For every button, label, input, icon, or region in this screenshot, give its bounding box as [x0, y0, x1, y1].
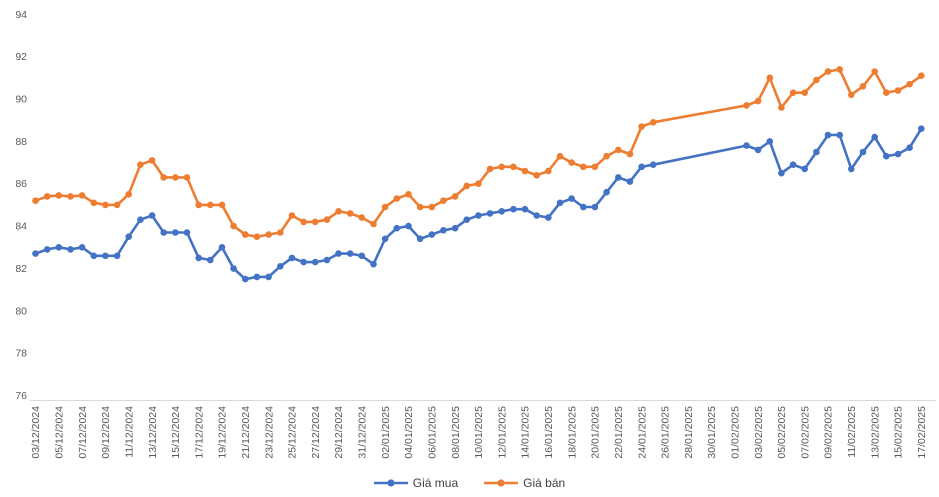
svg-text:25/12/2024: 25/12/2024 — [287, 406, 299, 459]
svg-text:90: 90 — [15, 94, 27, 106]
svg-text:88: 88 — [15, 136, 27, 148]
svg-text:06/01/2025: 06/01/2025 — [426, 406, 438, 459]
gia-ban-line-marker-icon — [484, 479, 519, 487]
svg-text:86: 86 — [15, 178, 27, 190]
gia-mua-line-marker-icon — [373, 479, 408, 487]
svg-text:18/01/2025: 18/01/2025 — [566, 406, 578, 459]
svg-text:19/12/2024: 19/12/2024 — [217, 406, 229, 459]
svg-text:30/01/2025: 30/01/2025 — [706, 406, 718, 459]
svg-text:92: 92 — [15, 51, 27, 63]
legend-label-gia-mua: Giá mua — [412, 476, 459, 490]
svg-text:09/12/2024: 09/12/2024 — [100, 406, 112, 459]
svg-text:02/01/2025: 02/01/2025 — [380, 406, 392, 459]
svg-text:80: 80 — [15, 305, 27, 317]
svg-text:27/12/2024: 27/12/2024 — [310, 406, 322, 459]
svg-text:03/12/2024: 03/12/2024 — [30, 406, 42, 459]
svg-text:17/12/2024: 17/12/2024 — [193, 406, 205, 459]
svg-text:11/02/2025: 11/02/2025 — [846, 406, 858, 458]
svg-text:05/02/2025: 05/02/2025 — [776, 406, 788, 459]
svg-text:29/12/2024: 29/12/2024 — [333, 406, 345, 459]
svg-text:84: 84 — [15, 221, 27, 233]
svg-text:94: 94 — [15, 9, 27, 21]
svg-text:13/12/2024: 13/12/2024 — [147, 406, 159, 459]
svg-text:15/02/2025: 15/02/2025 — [893, 406, 905, 459]
svg-text:22/01/2025: 22/01/2025 — [613, 406, 625, 459]
chart-legend: Giá mua Giá bán — [0, 472, 939, 494]
svg-text:31/12/2024: 31/12/2024 — [357, 406, 369, 459]
svg-text:21/12/2024: 21/12/2024 — [240, 406, 252, 459]
legend-label-gia-ban: Giá bán — [523, 476, 566, 490]
svg-text:23/12/2024: 23/12/2024 — [263, 406, 275, 459]
svg-text:28/01/2025: 28/01/2025 — [683, 406, 695, 459]
svg-text:76: 76 — [15, 390, 27, 402]
svg-text:05/12/2024: 05/12/2024 — [54, 406, 66, 459]
legend-item-gia-mua: Giá mua — [373, 476, 459, 490]
svg-text:14/01/2025: 14/01/2025 — [520, 406, 532, 459]
svg-text:16/01/2025: 16/01/2025 — [543, 406, 555, 459]
svg-text:04/01/2025: 04/01/2025 — [403, 406, 415, 459]
svg-text:07/12/2024: 07/12/2024 — [77, 406, 89, 459]
svg-text:17/02/2025: 17/02/2025 — [916, 406, 928, 459]
svg-text:03/02/2025: 03/02/2025 — [753, 406, 765, 459]
svg-text:11/12/2024: 11/12/2024 — [123, 406, 135, 458]
svg-text:82: 82 — [15, 263, 27, 275]
svg-text:07/02/2025: 07/02/2025 — [799, 406, 811, 459]
svg-text:26/01/2025: 26/01/2025 — [660, 406, 672, 459]
svg-text:08/01/2025: 08/01/2025 — [450, 406, 462, 459]
svg-text:78: 78 — [15, 348, 27, 360]
svg-text:10/01/2025: 10/01/2025 — [473, 406, 485, 459]
svg-text:20/01/2025: 20/01/2025 — [590, 406, 602, 459]
legend-item-gia-ban: Giá bán — [484, 477, 565, 489]
svg-text:24/01/2025: 24/01/2025 — [636, 406, 648, 459]
svg-text:15/12/2024: 15/12/2024 — [170, 406, 182, 459]
svg-text:09/02/2025: 09/02/2025 — [823, 406, 835, 459]
svg-text:12/01/2025: 12/01/2025 — [496, 406, 508, 459]
svg-text:13/02/2025: 13/02/2025 — [869, 406, 881, 459]
svg-text:01/02/2025: 01/02/2025 — [730, 406, 742, 459]
